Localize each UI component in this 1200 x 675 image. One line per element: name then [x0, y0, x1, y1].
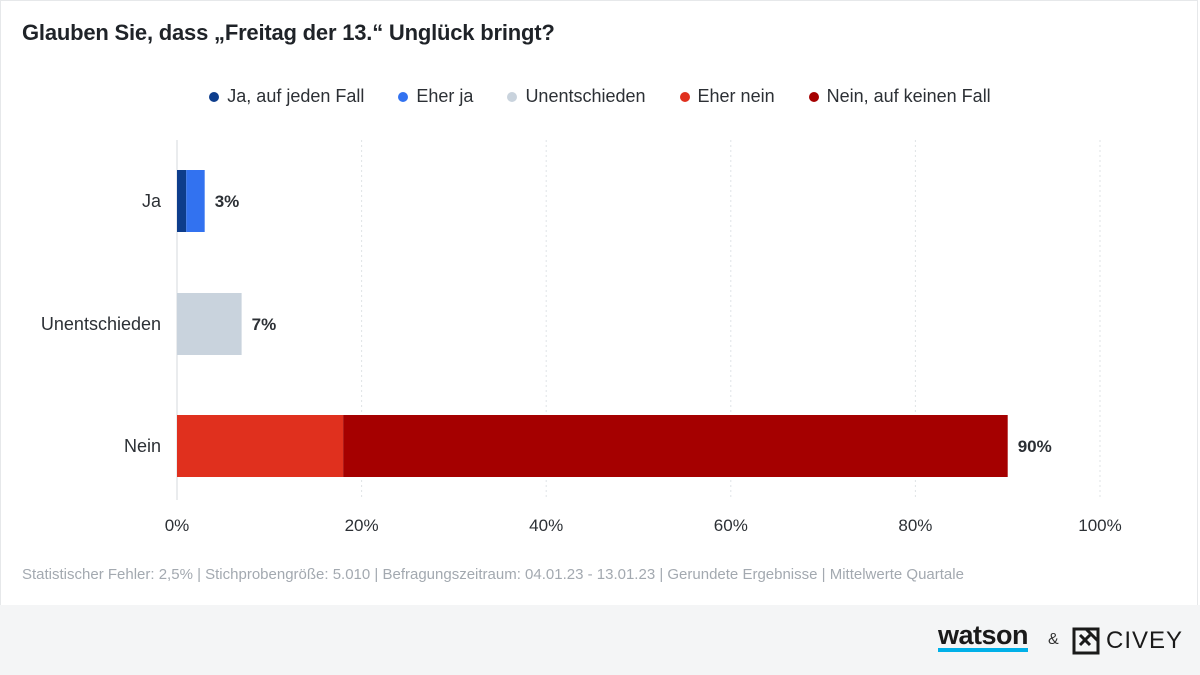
bar-total-label: 3% [215, 192, 240, 211]
bar-segment [177, 415, 344, 477]
x-tick-label: 60% [714, 516, 748, 535]
x-tick-label: 20% [345, 516, 379, 535]
category-label: Unentschieden [41, 314, 161, 334]
legend-dot-icon [808, 91, 819, 102]
bar-segment [177, 170, 187, 232]
chart-frame [0, 0, 1198, 605]
chart-legend: Ja, auf jeden Fall Eher ja Unentschieden Eh… [0, 86, 1200, 107]
chart-title: Glauben Sie, dass „Freitag der 13.“ Ungl… [22, 20, 555, 45]
legend-label: Nein, auf keinen Fall [826, 86, 991, 106]
bar-total-label: 7% [252, 315, 277, 334]
bar-segment [177, 293, 242, 355]
brand-separator: & [1048, 631, 1059, 648]
legend-label: Ja, auf jeden Fall [227, 86, 365, 106]
legend-dot-icon [507, 91, 518, 102]
x-tick-label: 80% [898, 516, 932, 535]
x-tick-label: 0% [165, 516, 190, 535]
x-tick-label: 100% [1078, 516, 1121, 535]
bar-segment [186, 170, 205, 232]
x-tick-label: 40% [529, 516, 563, 535]
legend-dot-icon [398, 91, 409, 102]
legend-item[interactable]: Eher ja [398, 86, 473, 107]
legend-dot-icon [679, 91, 690, 102]
civey-logo-icon [1072, 627, 1100, 655]
civey-wordmark: CIVEY [1106, 627, 1184, 654]
legend-label: Eher ja [416, 86, 474, 106]
legend-dot-icon [209, 91, 220, 102]
legend-label: Unentschieden [525, 86, 646, 106]
category-label: Ja [142, 191, 162, 211]
legend-item[interactable]: Unentschieden [507, 86, 646, 107]
legend-item[interactable]: Ja, auf jeden Fall [209, 86, 364, 107]
watson-logo[interactable]: watson [938, 620, 1029, 652]
civey-logo[interactable]: CIVEY [1072, 627, 1183, 655]
footer-bar [0, 605, 1200, 675]
legend-item[interactable]: Nein, auf keinen Fall [808, 86, 991, 107]
legend-item[interactable]: Eher nein [679, 86, 775, 107]
bar-segment [343, 415, 1008, 477]
methodology-note: Statistischer Fehler: 2,5% | Stichproben… [22, 566, 964, 583]
category-label: Nein [124, 436, 161, 456]
legend-label: Eher nein [697, 86, 775, 106]
bar-chart: 0% 20% 40% 60% 80% 100% Ja 3% Unentschieden 7% Nei… [41, 140, 1122, 535]
bar-total-label: 90% [1018, 437, 1052, 456]
